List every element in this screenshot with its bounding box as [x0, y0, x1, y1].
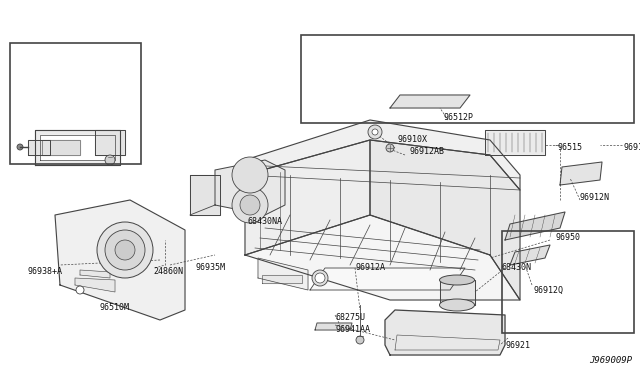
- Circle shape: [372, 129, 378, 135]
- Polygon shape: [315, 323, 352, 330]
- Circle shape: [315, 273, 325, 283]
- Text: 96912Q: 96912Q: [533, 285, 563, 295]
- Text: 96912AB: 96912AB: [410, 148, 445, 157]
- Polygon shape: [370, 140, 520, 300]
- Polygon shape: [262, 275, 302, 283]
- Ellipse shape: [440, 299, 474, 311]
- Circle shape: [368, 125, 382, 139]
- Text: 96941AA: 96941AA: [335, 326, 370, 334]
- Text: 24860N: 24860N: [153, 267, 183, 276]
- Circle shape: [76, 286, 84, 294]
- Text: 96910X: 96910X: [398, 135, 428, 144]
- Circle shape: [240, 195, 260, 215]
- Polygon shape: [245, 140, 370, 255]
- Text: 68430N: 68430N: [502, 263, 532, 273]
- Polygon shape: [55, 200, 185, 320]
- Polygon shape: [258, 258, 308, 290]
- Text: 96912N: 96912N: [580, 193, 610, 202]
- Polygon shape: [505, 212, 565, 240]
- Polygon shape: [440, 280, 475, 305]
- Text: 96512P: 96512P: [444, 113, 474, 122]
- Text: 68275U: 68275U: [335, 314, 365, 323]
- Text: 96911: 96911: [623, 144, 640, 153]
- Polygon shape: [95, 130, 125, 155]
- Polygon shape: [215, 160, 285, 215]
- Polygon shape: [560, 162, 602, 185]
- Polygon shape: [28, 140, 50, 155]
- Ellipse shape: [440, 275, 474, 285]
- Circle shape: [97, 222, 153, 278]
- Polygon shape: [510, 245, 550, 265]
- Polygon shape: [42, 140, 80, 155]
- Polygon shape: [40, 135, 115, 160]
- Circle shape: [115, 240, 135, 260]
- Circle shape: [232, 187, 268, 223]
- Polygon shape: [245, 215, 520, 300]
- Polygon shape: [245, 120, 520, 190]
- Text: 96950: 96950: [555, 234, 580, 243]
- Circle shape: [105, 230, 145, 270]
- Text: 96510M: 96510M: [100, 304, 130, 312]
- Text: 96935M: 96935M: [196, 263, 226, 273]
- Circle shape: [232, 157, 268, 193]
- Bar: [301, 35, 634, 123]
- Circle shape: [17, 144, 23, 150]
- Polygon shape: [390, 95, 470, 108]
- Text: 96938+A: 96938+A: [28, 267, 63, 276]
- Circle shape: [356, 336, 364, 344]
- Polygon shape: [75, 278, 115, 292]
- Polygon shape: [310, 268, 465, 290]
- Bar: [10, 43, 141, 164]
- Polygon shape: [485, 130, 545, 155]
- Polygon shape: [190, 175, 220, 215]
- Bar: [502, 231, 634, 333]
- Polygon shape: [385, 310, 505, 355]
- Circle shape: [105, 155, 115, 165]
- Polygon shape: [35, 130, 120, 165]
- Circle shape: [312, 270, 328, 286]
- Text: 96921: 96921: [505, 340, 530, 350]
- Text: 68430NA: 68430NA: [248, 218, 283, 227]
- Text: 96912A: 96912A: [356, 263, 386, 273]
- Text: J969009P: J969009P: [589, 356, 632, 365]
- Circle shape: [386, 144, 394, 152]
- Text: 96515: 96515: [558, 144, 583, 153]
- Polygon shape: [80, 270, 110, 278]
